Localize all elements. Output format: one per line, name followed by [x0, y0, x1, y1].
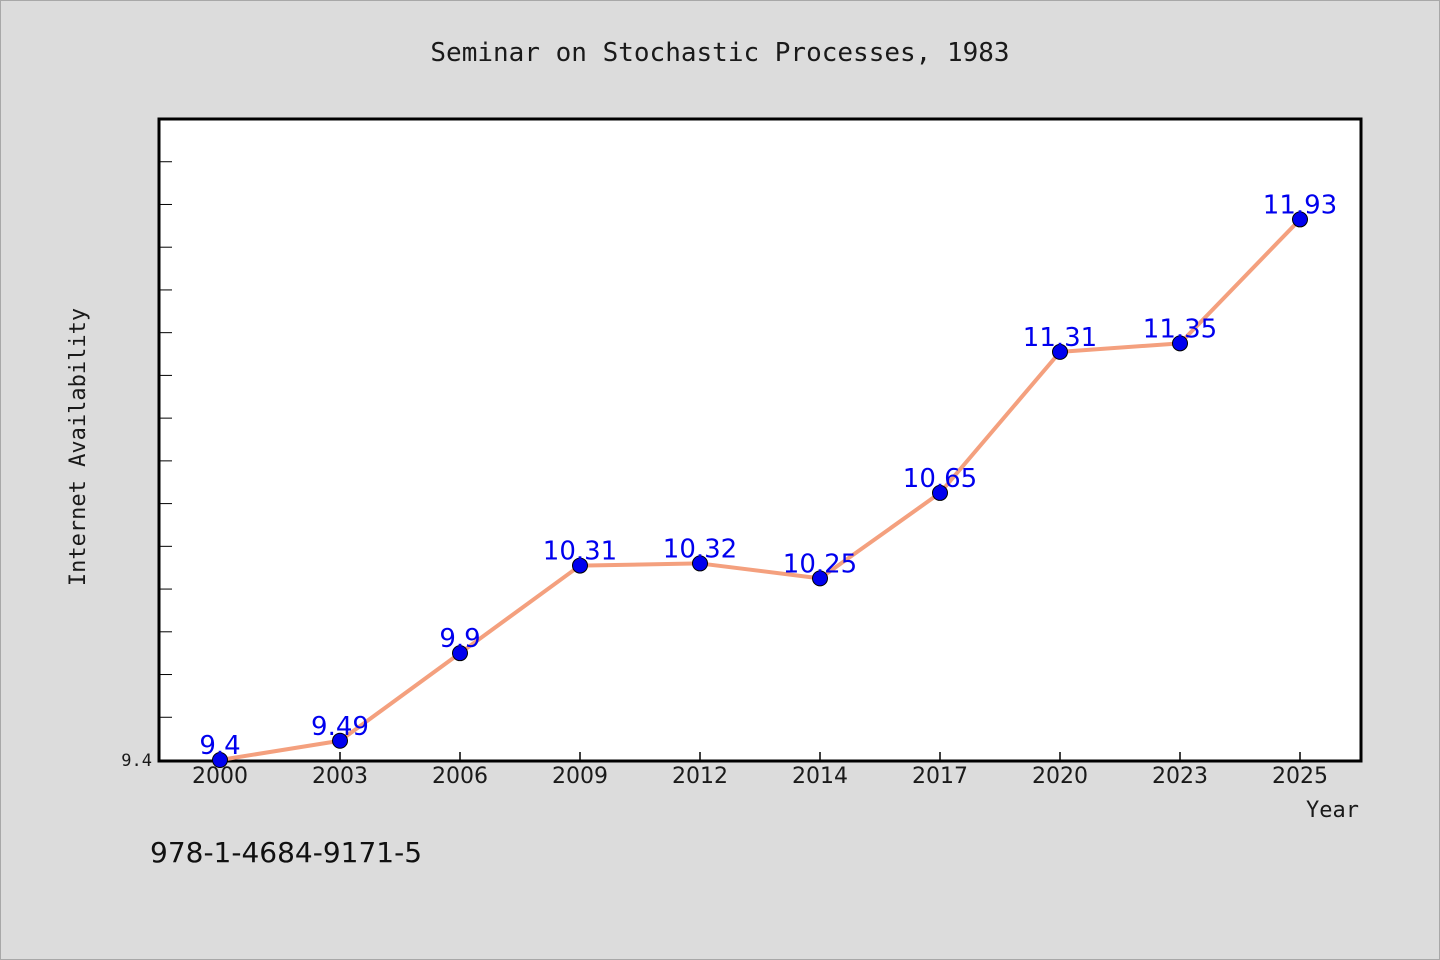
- data-point: [1172, 335, 1188, 352]
- data-point: [572, 557, 588, 574]
- data-point: [332, 732, 348, 749]
- data-point: [932, 484, 948, 501]
- data-point: [1052, 343, 1068, 360]
- x-tick-label: 2000: [192, 764, 248, 789]
- data-label: 9.49: [311, 712, 369, 742]
- x-tick-label: 2009: [552, 764, 608, 789]
- plot-area: [157, 117, 1363, 763]
- data-label: 10.32: [663, 534, 737, 564]
- data-label: 10.25: [783, 549, 857, 579]
- y-axis-ticks: [159, 161, 172, 761]
- y-tick-label: 9.4: [121, 751, 152, 771]
- data-label: 11.31: [1023, 323, 1097, 353]
- data-label: 10.31: [543, 537, 617, 567]
- data-labels: 9.4 9.49 9.9 10.31 10.32 10.25 10.65 11.31 11.35…: [199, 190, 1337, 761]
- x-tick-label: 2023: [1152, 764, 1208, 789]
- data-point: [452, 645, 468, 662]
- data-point: [812, 570, 828, 587]
- x-axis-label: Year: [1306, 798, 1359, 823]
- x-tick-label: 2003: [312, 764, 368, 789]
- data-point: [1292, 211, 1308, 228]
- data-label: 10.65: [903, 464, 977, 494]
- x-tick-label: 2017: [912, 764, 968, 789]
- x-tick-label: 2020: [1032, 764, 1088, 789]
- chart-title: Seminar on Stochastic Processes, 1983: [430, 38, 1009, 68]
- x-tick-label: 2012: [672, 764, 728, 789]
- data-markers: [212, 211, 1308, 768]
- data-label: 11.93: [1263, 190, 1337, 220]
- isbn-footer: 978-1-4684-9171-5: [150, 836, 422, 869]
- data-point: [212, 752, 228, 768]
- x-axis-tick-labels: 2000 2003 2006 2009 2012 2014 2017 2020 2023 2025: [192, 764, 1328, 789]
- data-label: 11.35: [1143, 314, 1217, 344]
- data-point: [692, 555, 708, 572]
- data-label: 9.9: [439, 624, 480, 654]
- y-axis-tick-labels: 9.4: [121, 751, 152, 771]
- series-line: [219, 218, 1302, 762]
- data-label: 9.4: [199, 731, 240, 761]
- y-axis-label: Internet Availability: [66, 308, 91, 586]
- x-tick-label: 2014: [792, 764, 848, 789]
- x-tick-label: 2025: [1272, 764, 1328, 789]
- x-tick-label: 2006: [432, 764, 488, 789]
